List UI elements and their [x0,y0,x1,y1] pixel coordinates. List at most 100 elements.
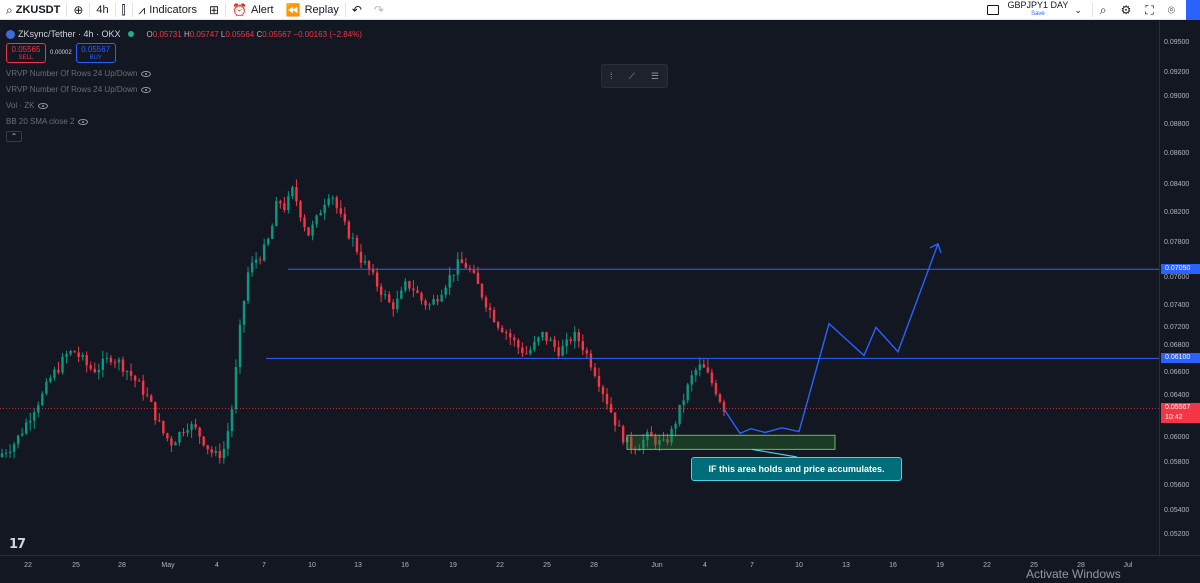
camera-icon[interactable]: ⌾ [1167,3,1175,17]
publish-button[interactable] [1186,0,1200,20]
candle-body [529,349,532,354]
redo-button[interactable]: ↷ [368,0,390,20]
candle-body [436,298,439,302]
candle-body [125,370,129,372]
candle-body [496,322,500,328]
layout-icon[interactable] [987,5,1000,15]
indicator-row-vrvp-1[interactable]: VRVP Number Of Rows 24 Up/Down [6,68,362,79]
line-style-icon[interactable]: ☰ [650,70,659,81]
candle-body [476,272,480,285]
chart-type-button[interactable]: ⫿ [116,0,132,20]
candle-body [416,290,419,293]
candle-body [218,450,222,459]
interval-button[interactable]: 4h [90,0,114,20]
compare-button[interactable]: ⊕ [67,0,89,20]
interval-label: 4h [96,3,109,16]
candle-body [666,439,669,443]
price-tick-label: 0.08800 [1164,121,1190,128]
symbol-search[interactable]: ⌕ ZKUSDT [0,0,66,20]
candle-body [77,352,80,357]
gear-icon[interactable]: ⚙ [1120,3,1132,17]
indicator-row-volume[interactable]: Vol · ZK [6,100,362,111]
candle-body [8,451,12,453]
replay-label: Replay [304,3,339,16]
candle-body [262,244,266,261]
candle-body [589,353,593,368]
support-zone [626,434,836,450]
candle-body [250,262,254,273]
eye-slash-icon[interactable] [38,102,49,109]
alert-button[interactable]: ⏰ Alert [226,0,280,20]
candle-body [464,263,468,269]
toolbar-divider [1091,3,1093,17]
price-chart[interactable] [0,21,1159,555]
candle-body [323,204,326,213]
indicator-row-vrvp-2[interactable]: VRVP Number Of Rows 24 Up/Down [6,84,362,95]
eye-slash-icon[interactable] [141,86,152,93]
candle-body [89,365,92,369]
eye-slash-icon[interactable] [141,70,152,77]
candle-body [722,401,726,412]
indicator-label: VRVP Number Of Rows 24 Up/Down [6,85,138,94]
candle-body [65,354,68,357]
legend-title-row: ZKsync/Tether · 4h · OKX O0.05731 H0.057… [6,29,362,39]
time-tick-label: 22 [496,562,504,569]
candle-body [121,359,125,372]
buy-label: BUY [89,55,102,61]
candle-body [577,332,580,342]
indicator-row-bb[interactable]: BB 20 SMA close 2 [6,116,362,127]
candle-body [355,237,359,252]
price-axis[interactable]: 0.09500 0.09200 0.09000 0.08800 0.08600 0.084… [1159,21,1200,580]
time-axis[interactable]: 22 25 28 May 4 7 10 13 16 19 22 25 28 Jun 4 7 10 13 16 19 22… [0,555,1200,583]
toolbar-divider [225,2,227,17]
candle-body [428,304,431,306]
candle-body [146,394,149,396]
candle-body [509,333,512,338]
low-label: L [220,29,226,39]
time-tick-label: 28 [590,562,598,569]
candle-body [710,372,714,384]
layout-switcher[interactable]: GBPJPY1 DAY Save [1007,1,1068,19]
candle-body [375,272,379,287]
chevron-down-icon[interactable]: ⌄ [1074,5,1082,15]
collapse-legend-button[interactable]: ⌃ [6,131,22,142]
top-toolbar: ⌕ ZKUSDT ⊕ 4h ⫿ ⩘ Indicators ⊞ ⏰ Alert ⏪… [0,0,1200,20]
trend-line-icon[interactable]: ⟋ [628,70,635,81]
sell-button[interactable]: 0.05565 SELL [6,43,46,63]
note-callout[interactable]: IF this area holds and price accumulates… [691,457,902,481]
legend-title[interactable]: ZKsync/Tether · 4h · OKX [18,29,121,39]
candle-body [351,237,355,239]
drag-handle-icon[interactable]: ⁞ [610,71,613,81]
eye-slash-icon[interactable] [78,118,89,125]
candle-body [492,310,496,323]
candle-body [525,353,528,355]
candle-body [392,302,395,310]
candle-body [178,432,181,443]
candle-body [504,332,508,334]
candle-body [448,275,451,288]
indicators-button[interactable]: ⩘ Indicators [133,0,203,20]
price-tick-label: 0.05800 [1164,459,1190,466]
replay-button[interactable]: ⏪ Replay [280,0,345,20]
undo-button[interactable]: ↶ [346,0,368,20]
floating-drawing-toolbar: ⁞ ⟋ ☰ [601,64,668,88]
templates-button[interactable]: ⊞ [203,0,225,20]
candle-body [388,294,391,303]
layout-save-status: Save [1031,11,1045,17]
candle-body [45,381,48,394]
candle-body [198,427,201,437]
quick-search-icon[interactable]: ⌕ [1099,3,1107,17]
fullscreen-icon[interactable]: ⛶ [1145,3,1154,17]
candle-body [343,213,347,222]
candle-body [29,420,32,423]
candle-body [129,370,133,376]
candle-body [363,261,367,263]
candle-body [230,409,234,432]
candle-body [291,187,294,197]
spread-value: 0.00002 [50,50,72,56]
buy-button[interactable]: 0.05567 BUY [75,43,116,63]
trade-buttons: 0.05565 SELL 0.00002 0.05567 BUY [6,43,362,63]
candle-body [444,287,447,295]
candle-body [706,367,710,373]
price-tick-label: 0.07600 [1164,274,1190,281]
